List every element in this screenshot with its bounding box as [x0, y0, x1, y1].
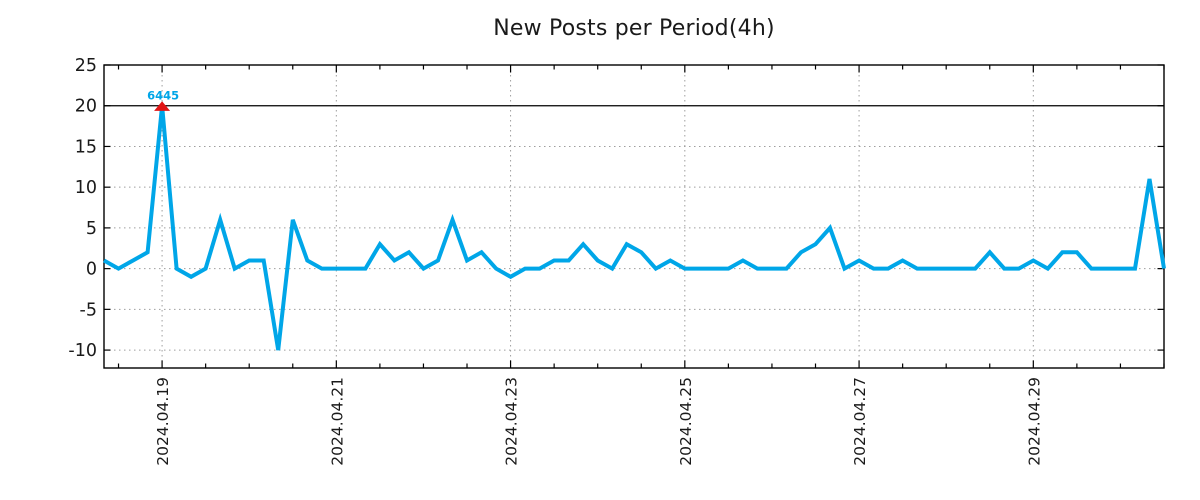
y-tick-label: -10 — [68, 341, 97, 361]
data-line — [103, 105, 1166, 351]
peak-marker-icon — [154, 101, 171, 111]
axis-ticks — [104, 64, 1165, 368]
y-tick-label: 25 — [75, 56, 97, 76]
y-tick-label: 10 — [75, 178, 97, 198]
y-tick-label: 0 — [86, 260, 97, 280]
x-tick-label: 2024.04.29 — [1025, 377, 1043, 466]
x-tick-label: 2024.04.25 — [677, 377, 695, 466]
x-tick-label: 2024.04.19 — [154, 377, 172, 466]
y-tick-label: 20 — [75, 97, 97, 117]
y-tick-label: -5 — [80, 300, 97, 320]
y-axis-labels: 25 20 15 10 5 0 -5 -10 — [68, 56, 97, 361]
chart-title: New Posts per Period(4h) — [493, 16, 775, 41]
y-tick-label: 5 — [86, 219, 97, 239]
x-tick-label: 2024.04.23 — [503, 377, 521, 466]
x-tick-label: 2024.04.21 — [328, 377, 346, 466]
y-tick-label: 15 — [75, 137, 97, 157]
peak-annotation: 6445 — [147, 89, 179, 103]
chart-frame — [103, 64, 1165, 369]
x-axis-labels: 2024.04.19 2024.04.21 2024.04.23 2024.04.25… — [154, 377, 1043, 466]
x-tick-label: 2024.04.27 — [851, 377, 869, 466]
grid-lines — [104, 65, 1164, 368]
